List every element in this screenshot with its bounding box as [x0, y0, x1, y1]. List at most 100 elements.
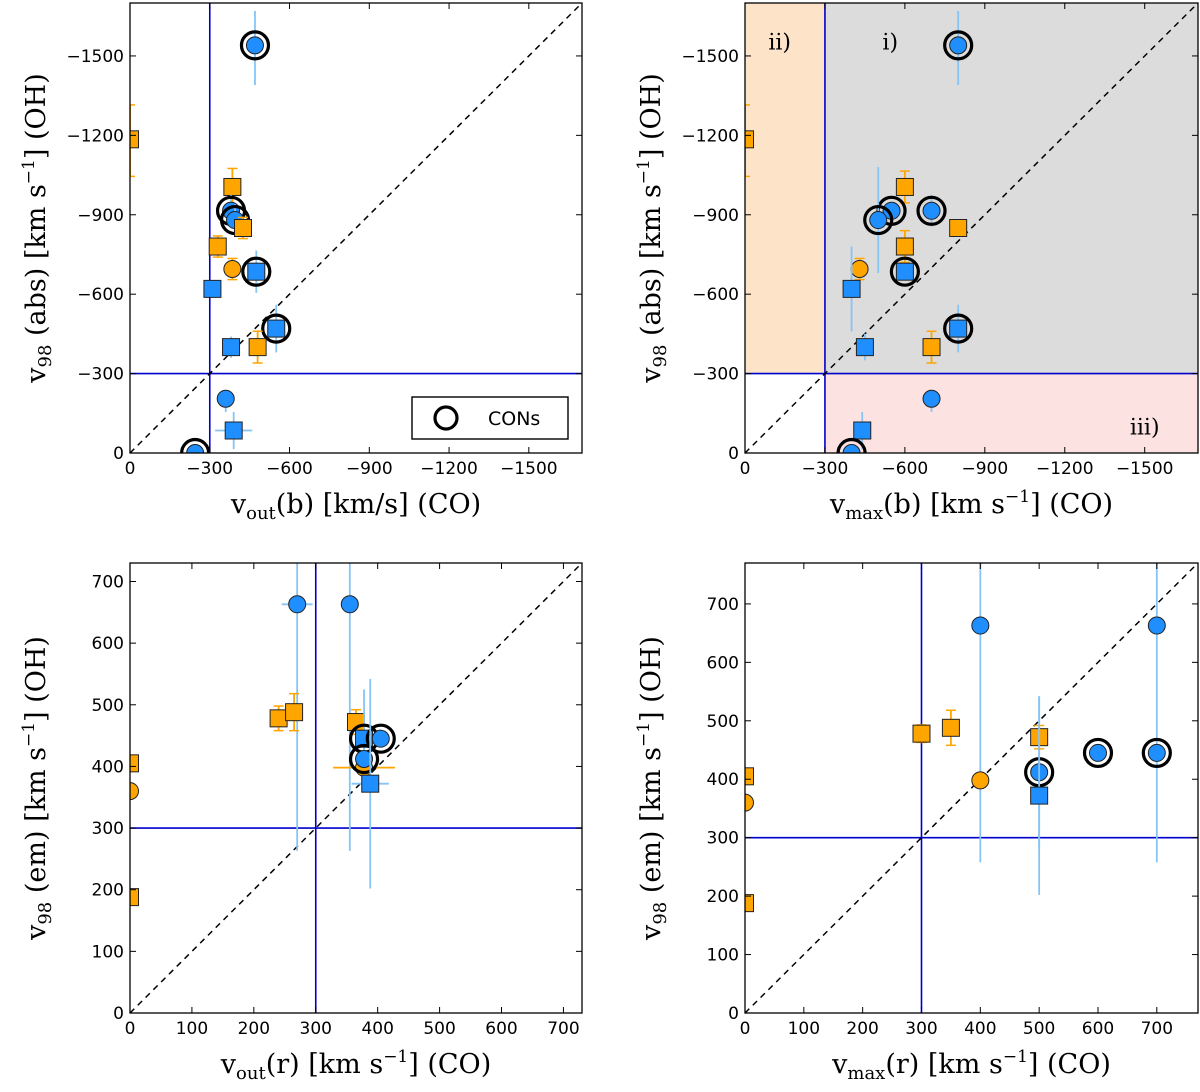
y-tick-label: −900 — [692, 206, 739, 226]
con-ring — [180, 437, 211, 453]
marker-circle — [922, 201, 941, 220]
x-tick-label: 400 — [361, 1019, 393, 1039]
region-ii — [745, 3, 825, 374]
marker-circle — [288, 595, 307, 614]
x-tick-label: −1500 — [500, 459, 558, 479]
y-tick-label: −300 — [692, 365, 739, 385]
marker-circle — [869, 211, 888, 230]
marker-square — [842, 279, 861, 298]
marker-circle — [1147, 743, 1166, 762]
data-point-5 — [912, 724, 931, 744]
con-ring — [916, 195, 947, 226]
data-point-9 — [365, 723, 396, 754]
label-rest: (em) [km s — [636, 747, 667, 902]
y-tick-label: 0 — [728, 1004, 739, 1024]
data-point-13 — [216, 389, 235, 412]
data-point-11 — [1141, 737, 1172, 769]
con-ring — [1141, 737, 1172, 769]
label-sup: −1 — [634, 159, 654, 184]
con-ring — [863, 204, 894, 236]
marker-square — [224, 421, 243, 440]
marker-circle — [130, 782, 139, 801]
label-rest: (abs) [km s — [21, 184, 52, 344]
y-tick-label: −900 — [77, 206, 124, 226]
legend-ring-icon — [433, 405, 459, 431]
y-tick-label: 200 — [707, 887, 739, 907]
y-tick-label: 100 — [707, 946, 739, 966]
y-tick-label: 600 — [92, 634, 124, 654]
data-point-14 — [215, 411, 253, 450]
data-point-5 — [863, 167, 894, 273]
data-point-1 — [340, 563, 359, 851]
y-tick-label: 300 — [92, 819, 124, 839]
data-point-12 — [248, 330, 267, 364]
label-tail: ] (OH) — [636, 636, 667, 722]
panel-top-right: i) ii) iii) 0 −300 −600 −900 −1200 −1500 0 −300 −60… — [634, 2, 1199, 524]
con-ring — [943, 30, 974, 61]
legend: CONs — [411, 396, 569, 440]
label-main: v — [829, 489, 846, 520]
legend-label: CONs — [488, 408, 540, 430]
label-main: v — [220, 1049, 237, 1080]
marker-square — [130, 130, 139, 149]
marker-circle — [850, 260, 869, 279]
data-point-4 — [745, 894, 754, 913]
label-rest: (b) [km/s] (CO) — [276, 489, 481, 520]
marker-circle — [971, 616, 990, 635]
label-sub: out — [246, 503, 276, 524]
axes-frame — [744, 2, 1199, 454]
x-axis-label: vmax(r) [km s−1] (CO) — [831, 1047, 1111, 1084]
x-tick-label: 300 — [905, 1019, 937, 1039]
x-tick-label: −600 — [266, 459, 313, 479]
y-tick-label: 400 — [707, 770, 739, 790]
marker-square — [267, 319, 286, 338]
marker-square — [361, 774, 380, 793]
marker-square — [745, 894, 754, 913]
label-sub: max — [847, 1063, 885, 1084]
data-point-11 — [222, 336, 241, 358]
data-point-15 — [853, 411, 872, 450]
marker-square — [949, 319, 968, 338]
con-ring — [261, 313, 292, 344]
data-point-2 — [745, 767, 754, 786]
y-tick-label: 100 — [92, 942, 124, 962]
panel-top-left: 0 −300 −600 −900 −1200 −1500 0 −300 −600 −900 −120… — [19, 2, 583, 524]
label-rest: (abs) [km s — [636, 184, 667, 344]
data-point-0 — [239, 10, 271, 86]
marker-circle — [971, 771, 990, 790]
label-sub: 98 — [35, 902, 56, 925]
data-point-14 — [922, 389, 941, 412]
data-point-16 — [836, 437, 867, 453]
marker-circle — [186, 444, 205, 453]
label-sub: out — [236, 1063, 266, 1084]
marker-square — [223, 177, 242, 196]
marker-square — [745, 767, 754, 786]
region-label-iii: iii) — [1130, 416, 1160, 441]
label-tail: ] (OH) — [21, 73, 52, 159]
x-tick-label: −1200 — [420, 459, 478, 479]
data-point-0 — [281, 563, 313, 851]
marker-circle — [216, 389, 235, 408]
label-sup: −1 — [19, 159, 39, 184]
label-sub: max — [845, 503, 883, 524]
one-to-one-line — [130, 3, 582, 453]
con-ring — [943, 313, 974, 344]
label-sup: −1 — [383, 1047, 408, 1067]
legend-box — [411, 396, 569, 440]
x-tick-label: 700 — [1141, 1019, 1173, 1039]
x-tick-label: 600 — [1082, 1019, 1114, 1039]
x-tick-label: −300 — [186, 459, 233, 479]
marker-square — [949, 219, 968, 237]
x-tick-label: 0 — [125, 1019, 136, 1039]
x-tick-label: 100 — [176, 1019, 208, 1039]
plot-area — [130, 3, 582, 453]
label-main: v — [21, 367, 52, 384]
y-tick-label: −1500 — [681, 47, 739, 67]
label-sup: −1 — [19, 722, 39, 747]
y-tick-label: −600 — [77, 285, 124, 305]
data-point-0 — [943, 10, 974, 86]
x-tick-label: −600 — [882, 459, 929, 479]
x-tick-label: 0 — [125, 459, 136, 479]
y-tick-label: 500 — [707, 712, 739, 732]
